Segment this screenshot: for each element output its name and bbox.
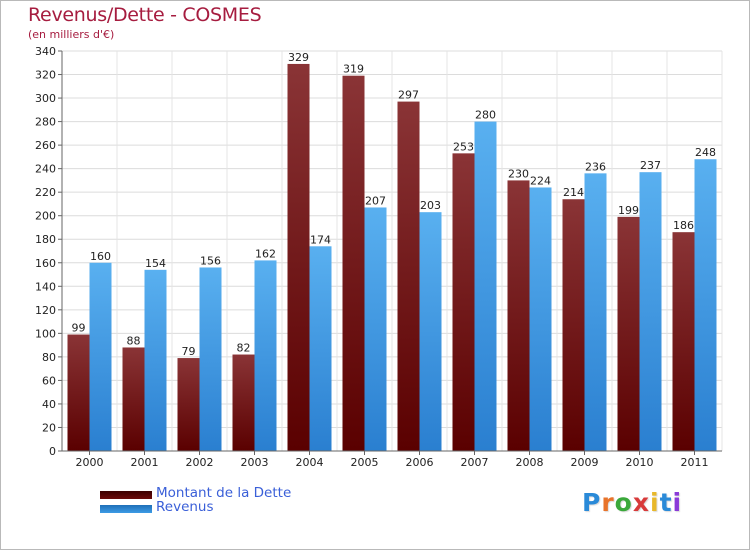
x-tick-label: 2000	[76, 456, 104, 469]
x-tick-label: 2008	[516, 456, 544, 469]
bar-revenus	[254, 260, 277, 451]
legend-swatch-dette	[100, 491, 152, 499]
bar-revenus	[639, 172, 662, 452]
logo-letter: r	[601, 488, 615, 517]
bar-revenus	[89, 262, 112, 451]
data-label-dette: 253	[453, 140, 474, 153]
bar-dette	[672, 232, 695, 451]
data-label-dette: 214	[563, 186, 584, 199]
logo-letter: x	[632, 488, 650, 517]
data-label-dette: 297	[398, 89, 419, 102]
bar-revenus	[364, 207, 387, 451]
bar-dette	[342, 75, 365, 452]
bar-revenus	[584, 173, 607, 451]
x-tick-label: 2007	[461, 456, 489, 469]
bar-dette	[122, 347, 145, 451]
bar-dette	[67, 334, 90, 451]
bar-revenus	[474, 121, 497, 452]
data-label-revenus: 224	[530, 174, 551, 187]
data-label-dette: 329	[288, 51, 309, 64]
bar-revenus	[309, 246, 332, 451]
bar-dette	[562, 199, 585, 451]
x-tick-label: 2001	[131, 456, 159, 469]
data-label-revenus: 154	[145, 257, 166, 270]
data-label-revenus: 207	[365, 194, 386, 207]
y-tick-label: 120	[35, 304, 56, 317]
bar-revenus	[529, 187, 552, 451]
data-label-dette: 79	[182, 345, 196, 358]
y-tick-label: 20	[42, 421, 56, 434]
bar-dette	[177, 358, 200, 451]
grid-lines	[61, 50, 723, 452]
logo-letter: t	[659, 488, 673, 517]
data-label-revenus: 162	[255, 247, 276, 260]
bar-revenus	[199, 267, 222, 451]
data-label-revenus: 160	[90, 250, 111, 263]
y-tick-label: 140	[35, 280, 56, 293]
data-label-revenus: 156	[200, 254, 221, 267]
chart-subtitle: (en milliers d'€)	[28, 28, 115, 41]
bar-revenus	[144, 269, 167, 451]
x-tick-label: 2005	[351, 456, 379, 469]
logo-letter: i	[672, 488, 683, 517]
data-label-revenus: 203	[420, 199, 441, 212]
y-tick-label: 260	[35, 139, 56, 152]
bars	[67, 63, 717, 452]
y-tick-label: 280	[35, 116, 56, 129]
y-tick-label: 100	[35, 327, 56, 340]
legend-label-dette: Montant de la Dette	[156, 485, 292, 501]
bar-dette	[507, 180, 530, 452]
data-label-revenus: 236	[585, 160, 606, 173]
y-tick-label: 340	[35, 45, 56, 58]
x-tick-label: 2004	[296, 456, 324, 469]
logo-letter: i	[650, 488, 660, 517]
bar-revenus	[694, 159, 717, 451]
chart-title: Revenus/Dette - COSMES	[28, 4, 262, 26]
data-label-dette: 82	[237, 342, 251, 355]
data-label-dette: 319	[343, 63, 364, 76]
legend-label-revenus: Revenus	[156, 499, 214, 515]
bar-dette	[397, 101, 420, 452]
y-tick-label: 180	[35, 233, 56, 246]
y-tick-label: 160	[35, 257, 56, 270]
data-labels: 99 160 88 154 79 156 82 162 329 174 319 207 297 203 25…	[72, 51, 717, 358]
y-tick-label: 300	[35, 92, 56, 105]
x-tick-label: 2010	[626, 456, 654, 469]
bar-revenus	[419, 212, 442, 451]
x-tick-label: 2002	[186, 456, 214, 469]
x-tick-label: 2006	[406, 456, 434, 469]
proxiti-logo: Proxiti	[582, 488, 682, 517]
legend-swatch-revenus	[100, 505, 152, 513]
data-label-revenus: 237	[640, 159, 661, 172]
data-label-dette: 199	[618, 204, 639, 217]
x-tick-label: 2009	[571, 456, 599, 469]
y-tick-label: 200	[35, 210, 56, 223]
data-label-revenus: 248	[695, 146, 716, 159]
logo-letter: o	[614, 488, 633, 517]
data-label-dette: 186	[673, 219, 694, 232]
y-tick-label: 240	[35, 163, 56, 176]
data-label-dette: 230	[508, 167, 529, 180]
y-tick-label: 80	[42, 351, 56, 364]
y-tick-label: 220	[35, 186, 56, 199]
logo-letter: P	[582, 488, 602, 517]
y-tick-label: 0	[49, 445, 56, 458]
y-tick-label: 40	[42, 398, 56, 411]
data-label-dette: 88	[127, 334, 141, 347]
data-label-dette: 99	[72, 322, 86, 335]
bar-dette	[452, 153, 475, 451]
axes: 0 20 40 60 80 100 120 140 160 180 200 220 240 260 280 3…	[35, 45, 722, 469]
bar-dette	[287, 63, 310, 452]
x-tick-label: 2003	[241, 456, 269, 469]
data-label-revenus: 280	[475, 109, 496, 122]
bar-dette	[232, 354, 255, 451]
y-tick-label: 60	[42, 374, 56, 387]
bar-dette	[617, 216, 640, 451]
data-label-revenus: 174	[310, 233, 331, 246]
x-tick-label: 2011	[681, 456, 709, 469]
y-tick-label: 320	[35, 69, 56, 82]
